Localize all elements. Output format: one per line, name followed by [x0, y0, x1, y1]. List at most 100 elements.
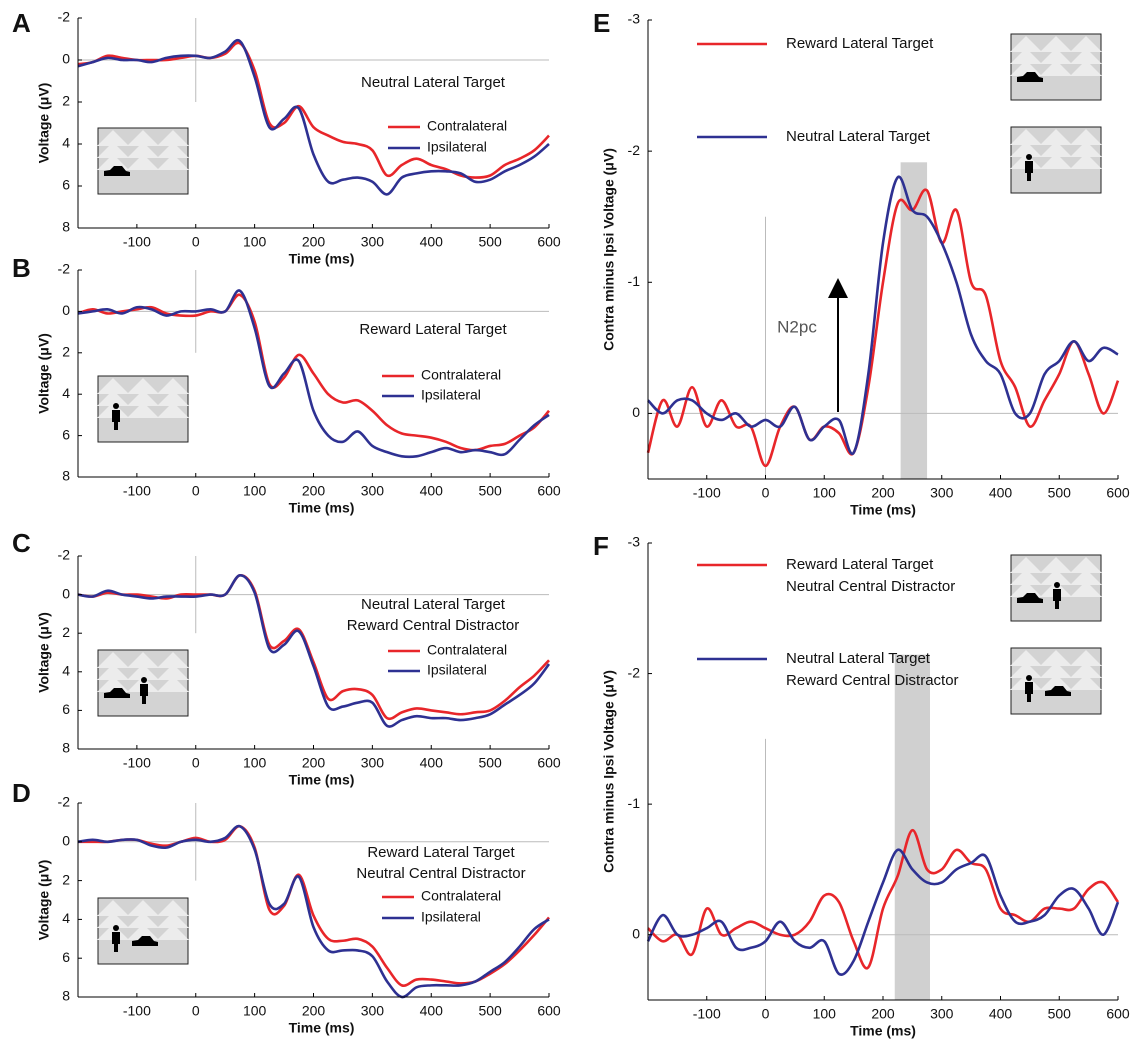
- icon-car: [1045, 686, 1071, 696]
- x-tick-label: 300: [361, 1003, 385, 1019]
- x-tick-label: 400: [989, 485, 1013, 501]
- icon-tree: [127, 652, 159, 668]
- icon-tree: [1070, 153, 1102, 169]
- icon-tree: [127, 924, 159, 940]
- icon-person-head: [113, 403, 119, 409]
- x-tick-label: 0: [762, 1006, 770, 1022]
- x-tick-label: 500: [478, 234, 502, 250]
- x-tick-label: 200: [302, 483, 326, 499]
- icon-tree: [1070, 129, 1102, 145]
- condition-title: Neutral Lateral Target Reward Central Dis…: [347, 596, 520, 634]
- x-axis-label: Time (ms): [289, 500, 355, 516]
- y-tick-label: 0: [632, 404, 640, 420]
- icon-tree: [157, 912, 189, 928]
- annotation-label: N2pc: [777, 317, 817, 336]
- icon-tree: [127, 900, 159, 916]
- x-tick-label: -100: [693, 1006, 721, 1022]
- icon-tree: [97, 664, 129, 680]
- x-axis-label: Time (ms): [850, 502, 916, 518]
- scene-icon: [97, 375, 189, 443]
- icon-tree: [1010, 557, 1042, 573]
- data-line: [646, 848, 1120, 976]
- x-tick-label: 100: [243, 755, 267, 771]
- text-line: Neutral Central Distractor: [356, 865, 525, 882]
- x-tick-label: 500: [1048, 485, 1072, 501]
- x-axis-label: Time (ms): [289, 251, 355, 267]
- text-line: Neutral Lateral Target: [361, 596, 506, 613]
- legend-label: Contralateral: [421, 367, 501, 383]
- icon-tree: [1070, 674, 1102, 690]
- icon-tree: [1070, 36, 1102, 52]
- y-tick-label: 8: [62, 740, 70, 756]
- icon-tree: [127, 402, 159, 418]
- panel-label: A: [12, 8, 31, 38]
- icon-person-body: [112, 932, 120, 952]
- icon-tree: [157, 402, 189, 418]
- y-tick-label: -2: [628, 142, 641, 158]
- y-tick-label: -2: [58, 261, 71, 277]
- x-tick-label: 500: [478, 755, 502, 771]
- icon-tree: [1010, 569, 1042, 585]
- y-axis-label: Contra minus Ipsi Voltage (μV): [601, 148, 617, 351]
- data-line: [77, 574, 551, 728]
- icon-tree: [1070, 581, 1102, 597]
- y-tick-label: 6: [62, 701, 70, 717]
- x-tick-label: 200: [302, 1003, 326, 1019]
- data-line: [77, 824, 550, 999]
- x-tick-label: 100: [243, 1003, 267, 1019]
- icon-car: [104, 166, 130, 176]
- y-tick-label: 0: [62, 302, 70, 318]
- y-tick-label: 8: [62, 219, 70, 235]
- icon-tree: [1010, 662, 1042, 678]
- icon-tree: [1040, 60, 1072, 76]
- x-tick-label: 0: [192, 1003, 200, 1019]
- text-line: Neutral Lateral Target: [786, 650, 931, 667]
- y-tick-label: 2: [62, 624, 70, 640]
- y-tick-label: -3: [628, 11, 641, 27]
- icon-car: [132, 936, 158, 946]
- icon-car: [1017, 593, 1043, 603]
- x-axis-label: Time (ms): [289, 1020, 355, 1036]
- x-tick-label: 200: [871, 485, 895, 501]
- x-tick-label: 200: [302, 755, 326, 771]
- y-axis-label: Voltage (μV): [36, 83, 52, 164]
- icon-tree: [1040, 141, 1072, 157]
- icon-tree: [1040, 569, 1072, 585]
- y-tick-label: 8: [62, 468, 70, 484]
- legend-label: Neutral Lateral Target: [786, 128, 931, 145]
- icon-tree: [127, 912, 159, 928]
- y-tick-label: -3: [628, 534, 641, 550]
- legend-label: Contralateral: [427, 118, 507, 134]
- y-tick-label: 4: [62, 910, 70, 926]
- y-tick-label: 2: [62, 93, 70, 109]
- x-tick-label: 100: [243, 483, 267, 499]
- legend-label: Ipsilateral: [421, 387, 481, 403]
- x-tick-label: 400: [420, 234, 444, 250]
- y-tick-label: 4: [62, 135, 70, 151]
- icon-tree: [1010, 36, 1042, 52]
- highlight-window: [894, 654, 930, 1000]
- icon-tree: [157, 664, 189, 680]
- legend-label: Reward Lateral Target Neutral Central Dis…: [786, 556, 955, 595]
- icon-car: [1017, 72, 1043, 82]
- data-line: [647, 175, 1119, 456]
- scene-icon: [1010, 33, 1102, 101]
- icon-tree: [157, 900, 189, 916]
- icon-tree: [157, 130, 189, 146]
- x-tick-label: 500: [478, 1003, 502, 1019]
- icon-tree: [97, 390, 129, 406]
- y-tick-label: 0: [62, 51, 70, 67]
- x-tick-label: 600: [1106, 485, 1130, 501]
- y-tick-label: 4: [62, 663, 70, 679]
- x-tick-label: 600: [537, 1003, 561, 1019]
- icon-tree: [1040, 153, 1072, 169]
- y-tick-label: -2: [58, 547, 71, 563]
- y-axis-label: Voltage (μV): [36, 333, 52, 414]
- condition-title: Reward Lateral Target Neutral Central Dis…: [356, 844, 525, 882]
- x-tick-label: 300: [930, 1006, 954, 1022]
- x-tick-label: 600: [537, 483, 561, 499]
- icon-person-body: [112, 410, 120, 430]
- icon-tree: [1040, 557, 1072, 573]
- icon-tree: [1040, 650, 1072, 666]
- y-tick-label: 6: [62, 177, 70, 193]
